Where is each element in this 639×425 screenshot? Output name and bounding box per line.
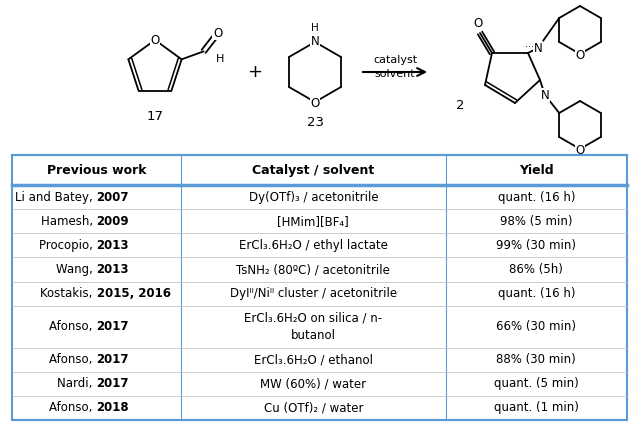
Text: 2017: 2017	[96, 320, 129, 333]
Text: O: O	[150, 34, 160, 46]
Text: quant. (16 h): quant. (16 h)	[498, 190, 575, 204]
Text: N: N	[311, 34, 320, 48]
Text: Afonso,: Afonso,	[49, 320, 96, 333]
Text: 17: 17	[146, 110, 164, 122]
Text: H: H	[215, 54, 224, 64]
Text: Cu (OTf)₂ / water: Cu (OTf)₂ / water	[264, 402, 363, 414]
Text: TsNH₂ (80ºC) / acetonitrile: TsNH₂ (80ºC) / acetonitrile	[236, 263, 390, 276]
Text: Previous work: Previous work	[47, 164, 146, 176]
Text: 2009: 2009	[96, 215, 129, 228]
Text: 98% (5 min): 98% (5 min)	[500, 215, 573, 228]
Text: Hamesh,: Hamesh,	[41, 215, 96, 228]
Text: Nardi,: Nardi,	[58, 377, 96, 390]
Text: quant. (16 h): quant. (16 h)	[498, 287, 575, 300]
Text: Procopio,: Procopio,	[39, 239, 96, 252]
Text: Catalyst / solvent: Catalyst / solvent	[252, 164, 374, 176]
Text: 2013: 2013	[96, 239, 129, 252]
Text: solvent: solvent	[374, 69, 415, 79]
Text: O: O	[575, 144, 585, 156]
Text: 23: 23	[307, 116, 323, 128]
FancyBboxPatch shape	[12, 155, 627, 420]
Text: ···: ···	[525, 42, 534, 52]
Text: 66% (30 min): 66% (30 min)	[497, 320, 576, 333]
Text: O: O	[575, 48, 585, 62]
Text: ErCl₃.6H₂O on silica / n-
butanol: ErCl₃.6H₂O on silica / n- butanol	[244, 311, 382, 342]
Text: ErCl₃.6H₂O / ethyl lactate: ErCl₃.6H₂O / ethyl lactate	[239, 239, 388, 252]
Text: 2007: 2007	[96, 190, 129, 204]
Text: catalyst: catalyst	[373, 55, 417, 65]
Text: 2018: 2018	[96, 402, 129, 414]
Text: +: +	[247, 63, 263, 81]
Text: 88% (30 min): 88% (30 min)	[497, 353, 576, 366]
Text: Li and Batey,: Li and Batey,	[15, 190, 96, 204]
Text: Afonso,: Afonso,	[49, 402, 96, 414]
Text: DyIᴵᴵ/Niᴵᴵ cluster / acetonitrile: DyIᴵᴵ/Niᴵᴵ cluster / acetonitrile	[230, 287, 397, 300]
Text: N: N	[534, 42, 543, 54]
Text: 2017: 2017	[96, 353, 129, 366]
Text: 2: 2	[456, 99, 465, 111]
Text: ErCl₃.6H₂O / ethanol: ErCl₃.6H₂O / ethanol	[254, 353, 373, 366]
Text: quant. (1 min): quant. (1 min)	[494, 402, 579, 414]
Text: Yield: Yield	[519, 164, 553, 176]
Text: O: O	[473, 17, 482, 29]
Text: Kostakis,: Kostakis,	[40, 287, 96, 300]
Text: 2015, 2016: 2015, 2016	[96, 287, 171, 300]
Text: 86% (5h): 86% (5h)	[509, 263, 563, 276]
Text: 99% (30 min): 99% (30 min)	[497, 239, 576, 252]
Text: MW (60%) / water: MW (60%) / water	[260, 377, 366, 390]
Text: quant. (5 min): quant. (5 min)	[494, 377, 579, 390]
Text: H: H	[311, 23, 319, 33]
Text: 2017: 2017	[96, 377, 129, 390]
Text: Dy(OTf)₃ / acetonitrile: Dy(OTf)₃ / acetonitrile	[249, 190, 378, 204]
Text: O: O	[213, 27, 222, 40]
Text: N: N	[541, 88, 550, 102]
Text: Afonso,: Afonso,	[49, 353, 96, 366]
Text: Wang,: Wang,	[56, 263, 96, 276]
Text: [HMim][BF₄]: [HMim][BF₄]	[277, 215, 350, 228]
Text: 2013: 2013	[96, 263, 129, 276]
Text: O: O	[311, 96, 320, 110]
